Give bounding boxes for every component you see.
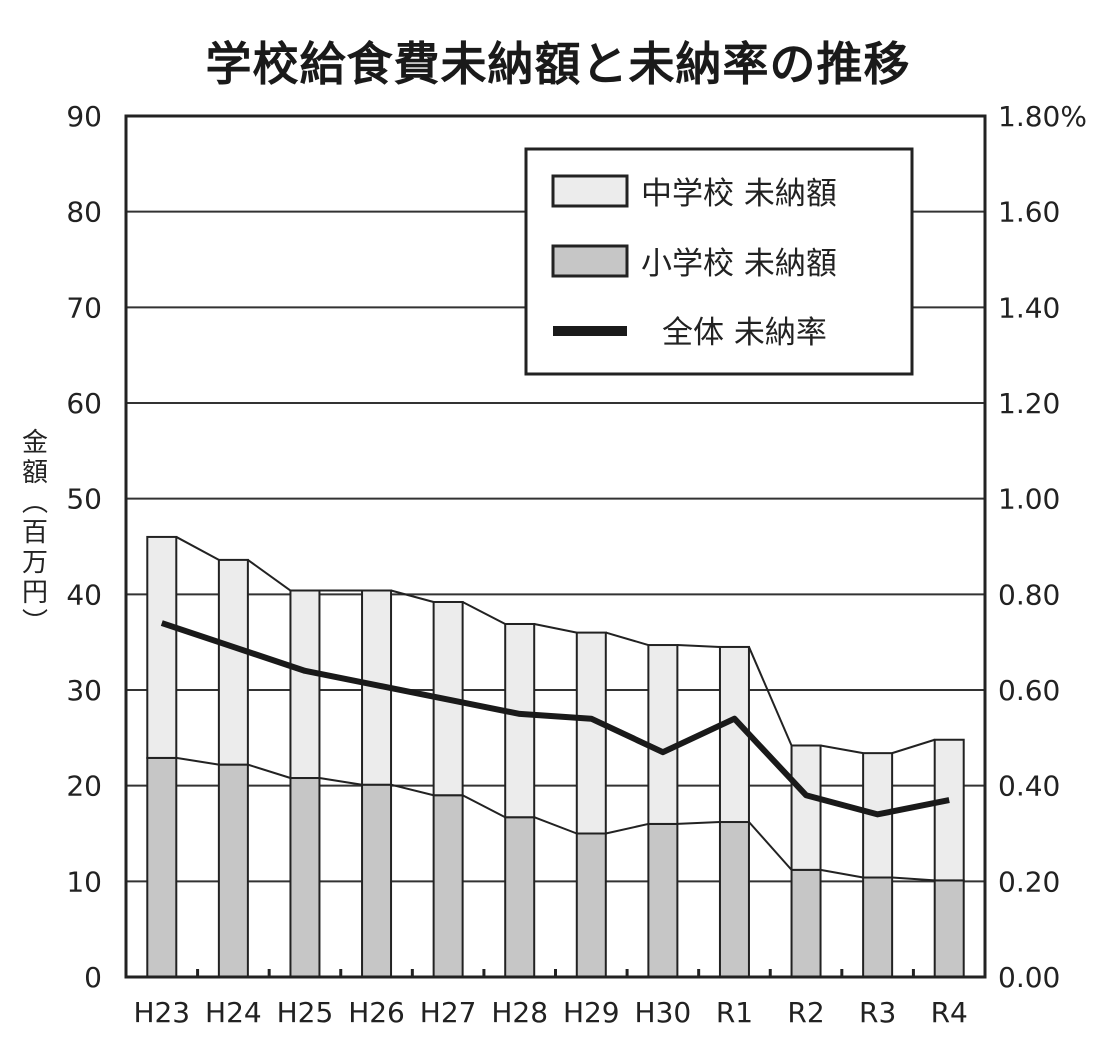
x-tick-label: H23 bbox=[133, 996, 190, 1029]
y2-tick-label: 0.60 bbox=[998, 674, 1060, 707]
connector-line bbox=[677, 821, 721, 825]
legend-swatch-junior-high bbox=[551, 174, 629, 208]
x-tick-label: H25 bbox=[277, 996, 334, 1029]
y-tick-label: 50 bbox=[66, 483, 102, 516]
y2-tick-label: 0.20 bbox=[998, 865, 1060, 898]
connector-line bbox=[892, 876, 935, 882]
bar-elementary bbox=[647, 822, 679, 979]
connector-line bbox=[820, 744, 864, 755]
y2-tick-label: 1.80% bbox=[998, 100, 1087, 133]
x-tick-label: R1 bbox=[716, 996, 753, 1029]
y-tick-label: 20 bbox=[66, 770, 102, 803]
y-tick-label: 70 bbox=[66, 291, 102, 324]
plot-frame bbox=[124, 114, 987, 979]
y-tick-label: 80 bbox=[66, 196, 102, 229]
connector-line bbox=[390, 783, 434, 797]
y2-tick-label: 1.40 bbox=[998, 291, 1060, 324]
bar-junior-high bbox=[933, 738, 965, 882]
bar-junior-high bbox=[217, 558, 249, 766]
legend-label-rate: 全体 未納率 bbox=[662, 315, 827, 351]
legend-swatch-elementary bbox=[551, 244, 629, 278]
bar-elementary bbox=[146, 756, 178, 978]
connector-line bbox=[319, 777, 363, 786]
connector-line bbox=[605, 631, 649, 646]
bar-elementary bbox=[862, 876, 894, 978]
y-axis-label-char: 円 bbox=[21, 578, 48, 608]
connector-line bbox=[748, 821, 793, 871]
y2-tick-label: 1.60 bbox=[998, 196, 1060, 229]
bar-elementary bbox=[718, 821, 750, 979]
y2-tick-label: 1.00 bbox=[998, 483, 1060, 516]
bar-junior-high bbox=[575, 631, 607, 835]
y-axis-label-char: ︵ bbox=[21, 488, 48, 518]
x-tick-label: R4 bbox=[931, 996, 968, 1029]
y-tick-label: 60 bbox=[66, 387, 102, 420]
bar-elementary bbox=[432, 794, 464, 978]
y-axis-label-char: 金 bbox=[21, 428, 48, 458]
x-tick-label: R2 bbox=[787, 996, 824, 1029]
connector-line bbox=[390, 589, 434, 603]
x-tick-label: R3 bbox=[859, 996, 896, 1029]
connector-line bbox=[605, 822, 649, 835]
bar-junior-high bbox=[504, 622, 536, 819]
x-tick-label: H24 bbox=[205, 996, 262, 1029]
connector-line bbox=[891, 738, 936, 755]
connector-line bbox=[748, 646, 793, 746]
y-axis-label: 金額 ︵ 百万円 ︶ bbox=[18, 428, 52, 638]
connector-line bbox=[533, 816, 578, 835]
y-tick-label: 90 bbox=[66, 100, 102, 133]
bar-elementary bbox=[933, 879, 965, 978]
bar-junior-high bbox=[289, 589, 321, 780]
y-axis-label-char: 百 bbox=[21, 518, 48, 548]
y-axis-label-char: 額 bbox=[21, 458, 48, 488]
y-tick-label: 30 bbox=[66, 674, 102, 707]
connector-line bbox=[534, 623, 577, 634]
y-tick-label: 0 bbox=[84, 961, 102, 994]
y-axis-label-char: 万 bbox=[21, 548, 48, 578]
bar-junior-high bbox=[647, 644, 679, 825]
bar-elementary bbox=[504, 816, 536, 979]
x-tick-label: H28 bbox=[491, 996, 548, 1029]
bar-elementary bbox=[575, 832, 607, 978]
x-tick-label: H30 bbox=[635, 996, 692, 1029]
x-tick-label: H27 bbox=[420, 996, 477, 1029]
connector-line bbox=[176, 756, 220, 766]
y2-tick-label: 0.40 bbox=[998, 770, 1060, 803]
rate-line bbox=[160, 620, 950, 818]
bar-junior-high bbox=[146, 535, 178, 759]
y2-tick-label: 0.00 bbox=[998, 961, 1060, 994]
chart-title: 学校給食費未納額と未納率の推移 bbox=[205, 37, 911, 91]
y-tick-label: 40 bbox=[66, 578, 102, 611]
connector-line bbox=[247, 559, 292, 592]
bar-elementary bbox=[217, 763, 249, 978]
y-tick-label: 10 bbox=[66, 865, 102, 898]
bar-junior-high bbox=[718, 645, 750, 824]
bar-elementary bbox=[289, 777, 321, 978]
legend-swatch-rate bbox=[553, 326, 627, 336]
bar-junior-high bbox=[790, 744, 822, 871]
x-tick-label: H29 bbox=[563, 996, 620, 1029]
y2-tick-label: 1.20 bbox=[998, 387, 1060, 420]
bar-elementary bbox=[361, 783, 393, 979]
connector-line bbox=[820, 868, 864, 879]
legend-label-junior-high: 中学校 未納額 bbox=[641, 176, 837, 212]
bar-elementary bbox=[790, 868, 822, 978]
connector-line bbox=[175, 536, 220, 561]
connector-line bbox=[462, 794, 506, 819]
connector-line bbox=[247, 763, 291, 779]
y-axis-label-char: ︶ bbox=[21, 608, 48, 638]
legend-label-elementary: 小学校 未納額 bbox=[641, 246, 837, 282]
y2-tick-label: 0.80 bbox=[998, 578, 1060, 611]
connector-line bbox=[677, 644, 721, 648]
x-tick-label: H26 bbox=[348, 996, 405, 1029]
connector-line bbox=[462, 601, 506, 625]
